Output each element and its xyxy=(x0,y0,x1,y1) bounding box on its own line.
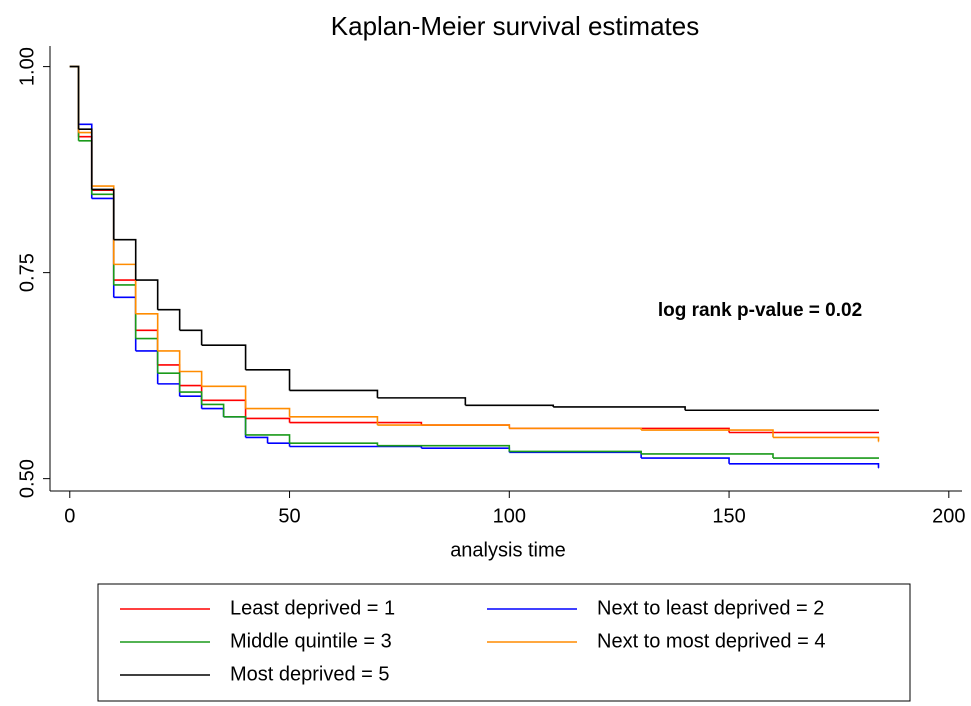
survival-step xyxy=(113,263,137,314)
survival-step xyxy=(289,445,423,449)
survival-step xyxy=(289,416,379,426)
survival-step xyxy=(201,344,247,370)
survival-step xyxy=(135,337,159,374)
survival-step xyxy=(135,313,159,351)
x-tick-label: 0 xyxy=(64,505,75,527)
x-tick-label: 100 xyxy=(493,505,526,527)
y-tick-label: 0.50 xyxy=(16,459,38,498)
survival-step xyxy=(267,442,291,447)
x-tick-label: 200 xyxy=(932,505,965,527)
survival-step xyxy=(78,123,93,199)
survival-step xyxy=(421,447,511,453)
survival-step xyxy=(157,364,181,386)
survival-step xyxy=(245,417,291,423)
survival-step xyxy=(773,436,880,442)
survival-step xyxy=(157,372,181,393)
survival-step xyxy=(91,193,115,285)
x-axis-label: analysis time xyxy=(450,539,566,561)
survival-step xyxy=(179,395,203,409)
survival-step xyxy=(113,296,137,351)
x-tick-label: 150 xyxy=(712,505,745,527)
survival-step xyxy=(223,416,247,435)
survival-step xyxy=(157,383,181,397)
survival-step xyxy=(135,329,159,365)
survival-step xyxy=(289,389,379,398)
survival-step xyxy=(245,369,291,391)
survival-step xyxy=(113,238,137,281)
survival-step xyxy=(465,404,555,407)
survival-step xyxy=(69,65,80,133)
survival-step xyxy=(179,370,203,387)
survival-step xyxy=(135,279,159,310)
legend-box xyxy=(97,583,911,702)
survival-step xyxy=(245,407,291,417)
survival-step xyxy=(641,457,730,464)
survival-step xyxy=(135,350,159,384)
legend-label: Middle quintile = 3 xyxy=(230,630,392,652)
survival-step xyxy=(157,308,181,331)
survival-step xyxy=(91,197,115,298)
survival-step xyxy=(289,421,423,426)
survival-step xyxy=(223,416,247,438)
legend-label: Least deprived = 1 xyxy=(230,597,395,619)
chart-title: Kaplan-Meier survival estimates xyxy=(331,11,699,41)
survival-step xyxy=(69,65,80,125)
survival-step xyxy=(641,453,774,459)
survival-step xyxy=(78,139,93,195)
survival-step xyxy=(729,463,880,468)
survival-step xyxy=(377,444,511,452)
survival-step xyxy=(113,284,137,339)
survival-step xyxy=(113,279,137,331)
survival-step xyxy=(377,397,467,406)
survival-step xyxy=(157,350,181,372)
survival-step xyxy=(179,391,203,405)
survival-step xyxy=(69,65,80,137)
survival-step xyxy=(509,450,642,454)
survival-step xyxy=(201,403,225,417)
survival-step xyxy=(201,407,225,417)
survival-step xyxy=(377,424,511,429)
legend-label: Most deprived = 5 xyxy=(230,663,390,685)
survival-step xyxy=(78,128,93,190)
survival-step xyxy=(641,429,774,438)
survival-step xyxy=(78,135,93,191)
x-tick-label: 50 xyxy=(278,505,300,527)
survival-step xyxy=(91,189,115,281)
survival-step xyxy=(179,329,203,346)
y-tick-label: 0.75 xyxy=(16,253,38,292)
survival-step xyxy=(69,65,80,141)
legend-label: Next to most deprived = 4 xyxy=(597,630,825,652)
y-tick-label: 1.00 xyxy=(16,47,38,86)
survival-step xyxy=(245,434,291,444)
survival-step xyxy=(509,427,642,431)
legend-label: Next to least deprived = 2 xyxy=(597,597,824,619)
survival-step xyxy=(201,385,247,409)
annotation: log rank p-value = 0.02 xyxy=(658,300,862,321)
survival-step xyxy=(289,442,379,446)
survival-step xyxy=(553,406,686,411)
survival-step xyxy=(69,65,80,130)
survival-step xyxy=(179,384,203,401)
survival-step xyxy=(509,451,642,459)
survival-step xyxy=(245,436,269,444)
survival-step xyxy=(91,188,115,240)
